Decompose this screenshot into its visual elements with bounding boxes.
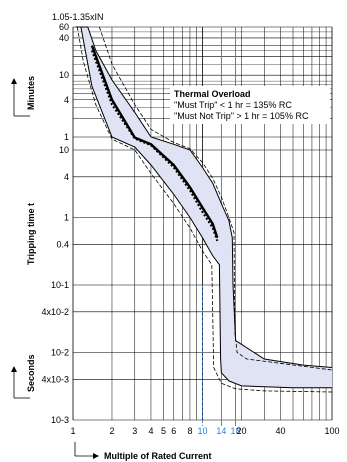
- x-tick-label: 1: [70, 426, 75, 436]
- x-axis-label: Multiple of Rated Current: [104, 451, 212, 461]
- y-tick-label: 10-2: [51, 348, 69, 358]
- y-tick-label: 4x10-3: [41, 374, 69, 384]
- y-tick-label: 4x10-2: [41, 307, 69, 317]
- y-tick-label: 60: [59, 22, 69, 32]
- curve-lines: [75, 26, 333, 393]
- x-tick-label: 2: [109, 426, 114, 436]
- x-tick-label: 18: [231, 426, 241, 436]
- x-tick-label: 4: [148, 426, 153, 436]
- band-fill: [75, 27, 332, 388]
- x-tick-label: 100: [324, 426, 339, 436]
- top-label: 1.05-1.35xIN: [52, 12, 104, 22]
- x-tick-label: 3: [132, 426, 137, 436]
- typical-dotted-curve: [90, 50, 219, 242]
- y-axis-label: Tripping time t: [26, 203, 36, 265]
- annotation-title: Thermal Overload: [174, 89, 251, 99]
- y-tick-label: 40: [59, 33, 69, 43]
- minutes-arrow-head: [11, 78, 17, 84]
- x-tick-label: 5: [161, 426, 166, 436]
- annotation-line2: "Must Not Trip" > 1 hr = 105% RC: [174, 111, 309, 121]
- minutes-label: Minutes: [26, 76, 36, 110]
- typical-curve: [90, 45, 219, 239]
- y-tick-label: 10: [59, 145, 69, 155]
- y-tick-label: 0.4: [56, 239, 69, 249]
- x-arrow-head: [93, 453, 99, 459]
- x-tick-label: 20: [236, 426, 246, 436]
- seconds-arrow-head: [11, 366, 17, 372]
- seconds-axis-label: Seconds: [11, 354, 36, 399]
- tripping-band: [75, 27, 332, 388]
- y-tick-label: 10-1: [51, 280, 69, 290]
- x-tick-label: 8: [187, 426, 192, 436]
- y-tick-label: 4: [64, 95, 69, 105]
- y-tick-label: 1: [64, 132, 69, 142]
- dashed-lower-curve: [76, 26, 333, 393]
- x-tick-label: 40: [275, 426, 285, 436]
- x-axis-label-group: Multiple of Rated Current: [74, 442, 212, 461]
- y-tick-label: 10-3: [51, 415, 69, 425]
- y-tick-label: 1: [64, 213, 69, 223]
- annotation-line1: "Must Trip" < 1 hr = 135% RC: [174, 100, 292, 110]
- x-tick-label: 6: [171, 426, 176, 436]
- x-tick-label: 10: [197, 426, 207, 436]
- annotation: Thermal Overload "Must Trip" < 1 hr = 13…: [170, 86, 330, 124]
- y-tick-label: 10: [59, 70, 69, 80]
- annotation-bg: [170, 86, 330, 124]
- seconds-label: Seconds: [26, 354, 36, 392]
- minutes-axis-label: Minutes: [11, 76, 36, 117]
- dashed-upper-curve: [99, 26, 333, 371]
- lower-band-curve: [75, 26, 332, 389]
- y-tick-label: 4: [64, 172, 69, 182]
- x-tick-label: 14: [216, 426, 226, 436]
